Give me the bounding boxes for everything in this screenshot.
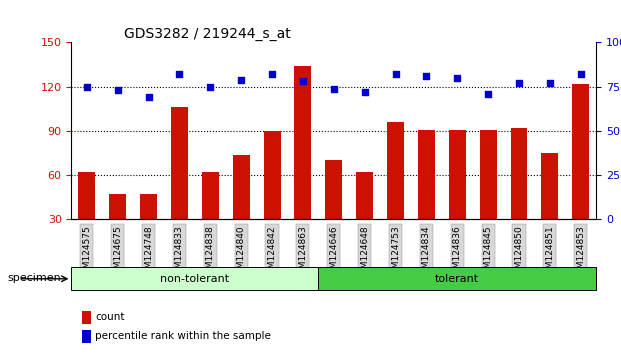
Bar [78, 172, 96, 264]
Bar [140, 194, 157, 264]
Bar [387, 122, 404, 264]
Bar [294, 66, 311, 264]
Bar [233, 155, 250, 264]
Bar [171, 107, 188, 264]
Bar [82, 311, 91, 324]
Point [236, 77, 246, 82]
Point [483, 91, 493, 97]
Text: percentile rank within the sample: percentile rank within the sample [95, 331, 271, 341]
Text: specimen: specimen [7, 273, 61, 283]
Point [298, 79, 308, 84]
Point [360, 89, 369, 95]
Bar [510, 128, 527, 264]
Point [143, 95, 153, 100]
Bar [542, 153, 558, 264]
Point [206, 84, 215, 90]
Point [82, 84, 92, 90]
Text: GDS3282 / 219244_s_at: GDS3282 / 219244_s_at [124, 27, 291, 41]
Point [113, 87, 123, 93]
Bar [325, 160, 342, 264]
Point [545, 80, 555, 86]
Bar [71, 267, 319, 290]
Point [576, 72, 586, 77]
Point [329, 86, 339, 91]
Bar [319, 267, 596, 290]
Bar [82, 330, 91, 343]
Point [514, 80, 524, 86]
Bar [418, 130, 435, 264]
Point [422, 73, 432, 79]
Bar [572, 84, 589, 264]
Point [452, 75, 462, 81]
Bar [263, 131, 281, 264]
Bar [202, 172, 219, 264]
Point [175, 72, 184, 77]
Bar [449, 130, 466, 264]
Bar [356, 172, 373, 264]
Point [391, 72, 401, 77]
Bar [479, 130, 497, 264]
Bar [109, 194, 126, 264]
Point [267, 72, 277, 77]
Text: tolerant: tolerant [435, 274, 479, 284]
Text: non-tolerant: non-tolerant [160, 274, 229, 284]
Text: count: count [95, 312, 125, 322]
